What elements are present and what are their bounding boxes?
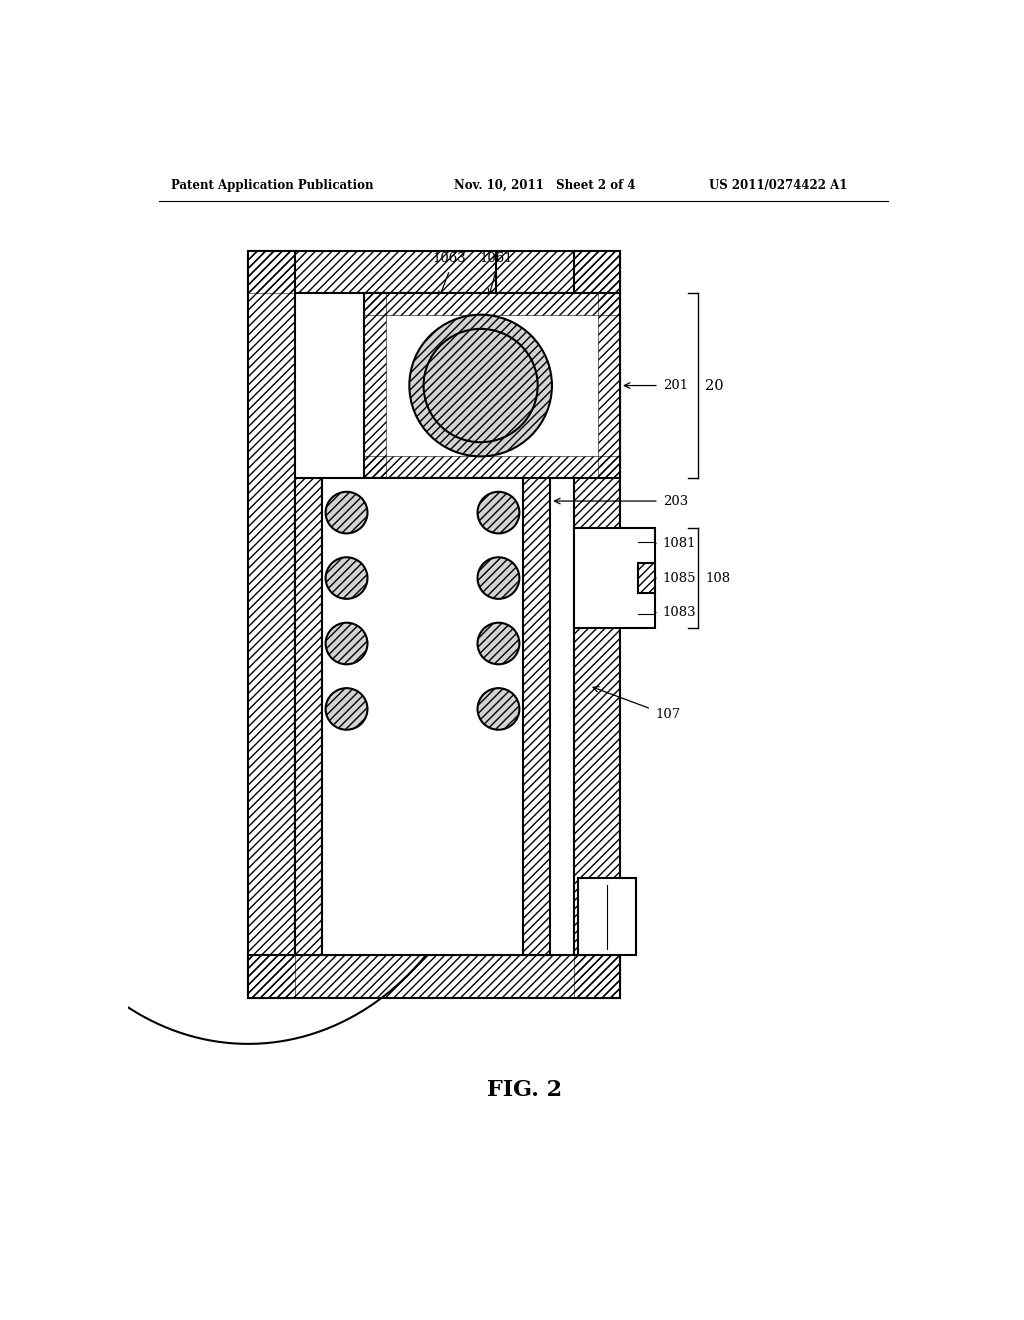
Bar: [523, 478, 550, 956]
Text: 1081: 1081: [663, 537, 696, 550]
Circle shape: [326, 688, 368, 730]
Bar: [578, 878, 636, 956]
Bar: [248, 251, 295, 998]
Text: Patent Application Publication: Patent Application Publication: [171, 178, 373, 191]
Text: US 2011/0274422 A1: US 2011/0274422 A1: [710, 178, 848, 191]
Circle shape: [477, 688, 519, 730]
Text: 1083: 1083: [663, 606, 696, 619]
Bar: [248, 251, 295, 998]
Bar: [573, 528, 655, 628]
Bar: [365, 293, 621, 314]
Text: 1061: 1061: [479, 252, 513, 264]
Bar: [365, 293, 621, 478]
Bar: [295, 478, 322, 956]
Text: 1085: 1085: [663, 572, 696, 585]
Circle shape: [477, 623, 519, 664]
Text: 201: 201: [663, 379, 688, 392]
Bar: [322, 478, 523, 956]
Bar: [365, 293, 386, 478]
Text: 107: 107: [655, 708, 680, 721]
Text: FIG. 2: FIG. 2: [487, 1080, 562, 1101]
Bar: [248, 956, 621, 998]
Bar: [573, 251, 621, 998]
Bar: [248, 251, 621, 293]
Circle shape: [410, 314, 552, 457]
Text: 1063: 1063: [433, 252, 467, 264]
Bar: [248, 251, 621, 293]
Circle shape: [477, 492, 519, 533]
Text: 203: 203: [663, 495, 688, 508]
Bar: [365, 457, 621, 478]
Circle shape: [477, 557, 519, 599]
Bar: [598, 293, 621, 478]
Bar: [638, 562, 655, 594]
Bar: [295, 293, 573, 956]
Bar: [295, 478, 322, 956]
Text: Nov. 10, 2011   Sheet 2 of 4: Nov. 10, 2011 Sheet 2 of 4: [454, 178, 635, 191]
Bar: [638, 562, 655, 594]
Circle shape: [326, 623, 368, 664]
Circle shape: [326, 492, 368, 533]
Bar: [248, 956, 621, 998]
Bar: [523, 478, 550, 956]
Text: 20: 20: [706, 379, 724, 392]
Bar: [573, 251, 621, 998]
Text: 108: 108: [706, 572, 730, 585]
Circle shape: [326, 557, 368, 599]
